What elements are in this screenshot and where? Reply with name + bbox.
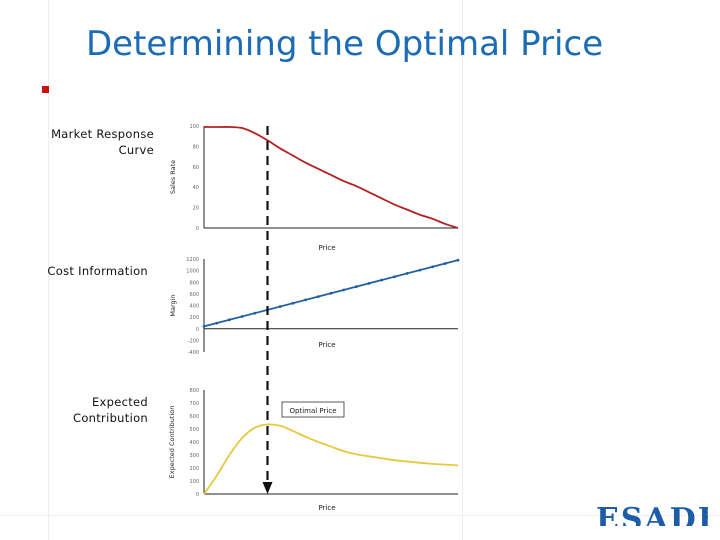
y-axis-label: Sales Rate <box>169 160 177 194</box>
data-point <box>355 285 358 289</box>
series-line <box>203 126 459 229</box>
y-tick-label: 0 <box>196 327 199 333</box>
optimal-price-box <box>281 401 345 418</box>
data-point <box>329 291 333 295</box>
data-point <box>202 325 206 328</box>
y-tick-label: 80 <box>193 144 199 150</box>
background-grid-line <box>48 0 49 540</box>
y-tick-label: 700 <box>189 401 199 407</box>
data-point <box>393 275 396 279</box>
y-tick-label: 40 <box>193 185 199 191</box>
data-point <box>316 295 320 299</box>
market-response-label-line1: Market Response <box>51 127 154 141</box>
y-tick-label: 100 <box>189 124 199 130</box>
market-response-label-line2: Curve <box>118 143 154 157</box>
y-tick-label: 400 <box>189 440 199 446</box>
x-axis-label: Price <box>318 504 335 512</box>
y-tick-label: -200 <box>188 338 199 344</box>
y-tick-label: 400 <box>189 304 199 310</box>
y-tick-label: 100 <box>189 479 199 485</box>
slide-title: Determining the Optimal Price <box>86 24 604 64</box>
y-tick-label: 20 <box>193 206 199 212</box>
market-response-label: Market Response Curve <box>30 126 154 158</box>
expected-contribution-label-line1: Expected <box>91 395 148 409</box>
y-tick-label: 1200 <box>186 257 199 263</box>
data-point <box>215 321 219 325</box>
x-axis-label: Price <box>318 244 335 252</box>
data-point <box>228 318 231 322</box>
data-point <box>418 268 422 272</box>
bullet-marker <box>42 86 49 93</box>
background-grid-line <box>0 515 720 516</box>
series-line <box>203 423 459 495</box>
data-point <box>443 262 447 265</box>
data-point <box>456 258 460 262</box>
y-axis-label: Expected Contribution <box>168 406 176 479</box>
y-tick-label: 300 <box>189 453 199 459</box>
y-tick-label: 1000 <box>186 269 199 275</box>
expected-contribution-label-line2: Contribution <box>72 411 148 425</box>
y-tick-label: 600 <box>189 414 199 420</box>
data-point <box>380 278 384 282</box>
y-tick-label: 0 <box>196 226 199 232</box>
optimal-price-arrow <box>262 482 273 494</box>
y-tick-label: -400 <box>188 350 199 356</box>
background-grid-line <box>462 0 463 540</box>
esade-logo: ESADE <box>596 502 708 526</box>
y-tick-label: 500 <box>189 427 199 433</box>
cost-information-label: Cost Information <box>30 263 148 279</box>
cost-information-label-line1: Cost Information <box>47 264 148 278</box>
data-point <box>367 281 371 285</box>
y-tick-label: 200 <box>189 315 199 321</box>
data-point <box>253 311 257 315</box>
y-tick-label: 600 <box>189 292 199 298</box>
data-point <box>291 301 295 305</box>
x-axis-label: Price <box>318 341 335 349</box>
data-point <box>405 272 409 275</box>
y-tick-label: 60 <box>193 165 199 171</box>
y-tick-label: 800 <box>189 388 199 394</box>
y-tick-label: 0 <box>196 492 199 498</box>
y-tick-label: 200 <box>189 466 199 472</box>
expected-contribution-label: Expected Contribution <box>30 394 148 426</box>
data-point <box>278 305 282 308</box>
data-point <box>431 265 434 269</box>
data-point <box>342 288 346 292</box>
data-point <box>304 298 307 302</box>
y-axis-label: Margin <box>169 294 177 316</box>
optimal-price-label: Optimal Price <box>290 407 337 415</box>
y-tick-label: 800 <box>189 280 199 286</box>
data-point <box>240 315 244 318</box>
